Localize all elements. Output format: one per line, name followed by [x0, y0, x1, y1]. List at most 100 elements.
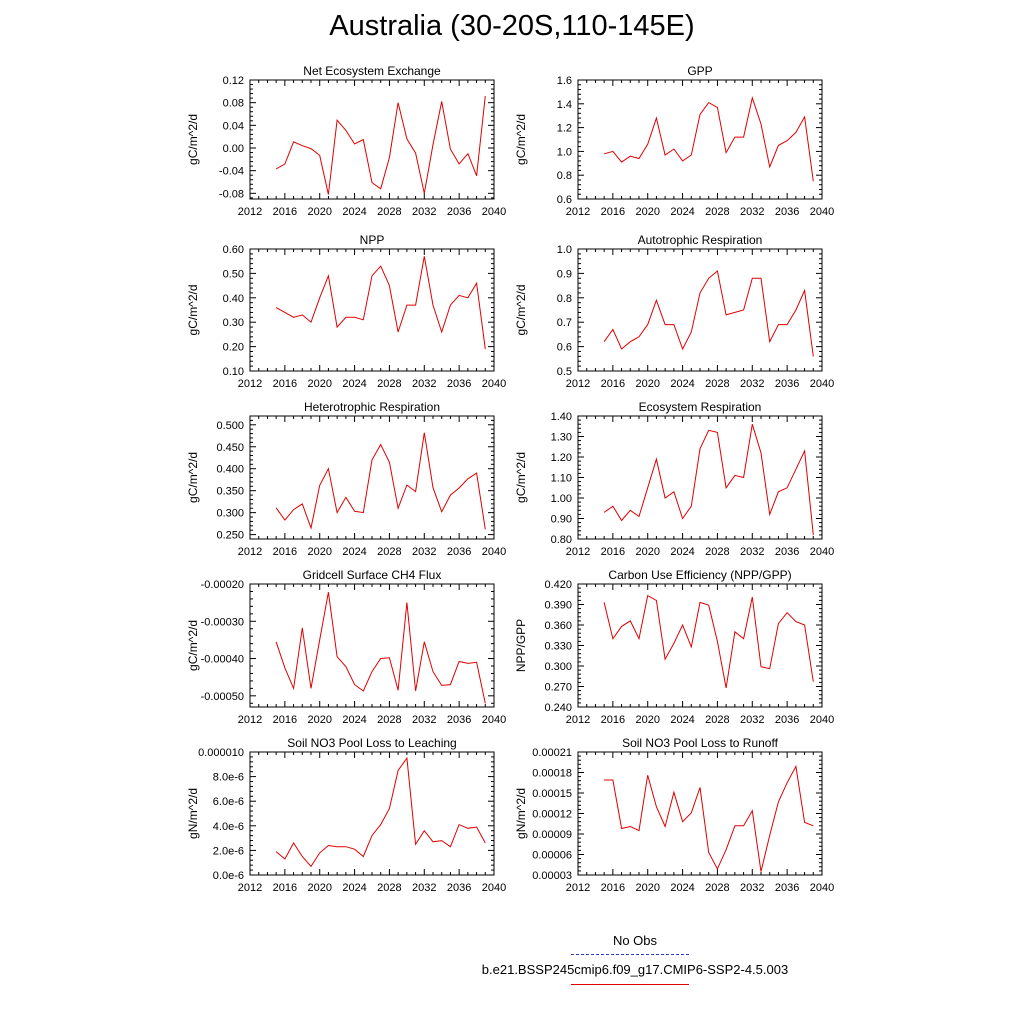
chart-5-ytick-label: 0.500 [216, 420, 244, 432]
chart-3-ytick-label: 0.40 [223, 293, 244, 305]
chart-6-ylabel: gC/m^2/d [514, 452, 528, 503]
chart-7-ytick-label: -0.00020 [201, 579, 244, 591]
chart-1-title: Net Ecosystem Exchange [303, 64, 441, 78]
chart-6-xtick-label: 2028 [705, 546, 729, 558]
chart-2-xtick-label: 2036 [775, 206, 799, 218]
chart-6-xtick-label: 2020 [635, 546, 659, 558]
chart-3-ylabel: gC/m^2/d [186, 285, 200, 336]
chart-2-title: GPP [687, 64, 712, 78]
chart-4-xtick-label: 2028 [705, 378, 729, 390]
chart-10-xtick-label: 2020 [635, 882, 659, 894]
chart-10-ytick-label: 0.00006 [532, 850, 572, 862]
chart-5-xtick-label: 2020 [307, 546, 331, 558]
chart-4-ytick-label: 0.8 [557, 293, 572, 305]
chart-5-xtick-label: 2016 [273, 546, 297, 558]
chart-4-ytick-label: 0.5 [557, 366, 572, 378]
chart-9-xtick-label: 2016 [273, 882, 297, 894]
chart-8-xtick-label: 2028 [705, 714, 729, 726]
chart-10: Soil NO3 Pool Loss to Runoff gN/m^2/d 2012… [514, 736, 834, 894]
chart-9-ytick-label: 0.000010 [198, 747, 244, 759]
chart-8-series-line [603, 594, 814, 688]
chart-3-xtick-label: 2032 [412, 378, 436, 390]
legend-label-no-obs: No Obs [612, 933, 658, 948]
chart-9-ylabel: gN/m^2/d [186, 788, 200, 839]
chart-9-ytick-label: 2.0e-6 [213, 845, 244, 857]
chart-2-xtick-label: 2040 [810, 206, 834, 218]
chart-5-xtick-label: 2024 [342, 546, 366, 558]
chart-1-ytick-label: -0.08 [219, 188, 244, 200]
chart-8-title: Carbon Use Efficiency (NPP/GPP) [608, 568, 791, 582]
chart-8-ytick-label: 0.270 [544, 682, 572, 694]
chart-10-ytick-label: 0.00012 [532, 809, 572, 821]
chart-4-xtick-label: 2040 [810, 378, 834, 390]
chart-10-frame [577, 751, 823, 876]
chart-3-ytick-label: 0.20 [223, 342, 244, 354]
chart-8-ytick-label: 0.360 [544, 620, 572, 632]
chart-10-ytick-label: 0.00015 [532, 788, 572, 800]
chart-8-ytick-label: 0.420 [544, 579, 572, 591]
chart-4: Autotrophic Respiration gC/m^2/d 2012 2016 2… [514, 233, 834, 390]
chart-5-xtick-label: 2036 [447, 546, 471, 558]
chart-10-ytick-label: 0.00018 [532, 768, 572, 780]
chart-5-ytick-label: 0.400 [216, 464, 244, 476]
chart-9-xtick-label: 2028 [377, 882, 401, 894]
chart-5-xtick-label: 2032 [412, 546, 436, 558]
chart-5-ytick-label: 0.350 [216, 486, 244, 498]
legend-line-model-run [571, 984, 689, 985]
chart-1-xtick-label: 2020 [307, 206, 331, 218]
chart-8: Carbon Use Efficiency (NPP/GPP) NPP/GPP 20… [514, 568, 834, 726]
chart-8-xtick-label: 2012 [566, 714, 590, 726]
chart-6-xtick-label: 2032 [740, 546, 764, 558]
chart-4-ytick-label: 1.0 [557, 244, 572, 256]
chart-1-xtick-label: 2012 [238, 206, 262, 218]
chart-1-ylabel: gC/m^2/d [186, 114, 200, 165]
chart-10-xtick-label: 2024 [670, 882, 694, 894]
chart-1-xtick-label: 2040 [482, 206, 506, 218]
chart-6-ytick-label: 1.30 [551, 432, 572, 444]
chart-9-ytick-label: 6.0e-6 [213, 796, 244, 808]
chart-5-ytick-label: 0.250 [216, 530, 244, 542]
chart-3: NPP gC/m^2/d 2012 2016 2020 2024 2028 2032 2036 2… [186, 233, 506, 390]
chart-9-xtick-label: 2032 [412, 882, 436, 894]
chart-8-ylabel: NPP/GPP [514, 619, 528, 672]
chart-3-xtick-label: 2040 [482, 378, 506, 390]
chart-6-title: Ecosystem Respiration [639, 400, 762, 414]
chart-10-xtick-label: 2040 [810, 882, 834, 894]
chart-1-ytick-label: 0.00 [223, 143, 244, 155]
chart-8-ytick-label: 0.240 [544, 702, 572, 714]
chart-7-xtick-label: 2032 [412, 714, 436, 726]
chart-6-ytick-label: 0.80 [551, 534, 572, 546]
chart-2-xtick-label: 2020 [635, 206, 659, 218]
chart-10-ylabel: gN/m^2/d [514, 788, 528, 839]
chart-2-xtick-label: 2032 [740, 206, 764, 218]
chart-6-ytick-label: 1.40 [551, 411, 572, 423]
chart-4-xtick-label: 2024 [670, 378, 694, 390]
chart-6-xtick-label: 2012 [566, 546, 590, 558]
chart-6-ytick-label: 1.10 [551, 473, 572, 485]
chart-1: Net Ecosystem Exchange gC/m^2/d 2012 2016 20… [186, 64, 506, 218]
chart-6-xtick-label: 2040 [810, 546, 834, 558]
chart-8-ytick-label: 0.390 [544, 600, 572, 612]
chart-8-xtick-label: 2024 [670, 714, 694, 726]
chart-9-ytick-label: 8.0e-6 [213, 772, 244, 784]
chart-9-xtick-label: 2024 [342, 882, 366, 894]
page-title: Australia (30-20S,110-145E) [329, 10, 695, 42]
chart-2-ytick-label: 1.0 [557, 146, 572, 158]
chart-2-frame [577, 79, 823, 200]
chart-4-xtick-label: 2036 [775, 378, 799, 390]
chart-1-xtick-label: 2032 [412, 206, 436, 218]
chart-4-title: Autotrophic Respiration [638, 233, 763, 247]
chart-2-ytick-label: 1.2 [557, 123, 572, 135]
chart-5-xtick-label: 2012 [238, 546, 262, 558]
chart-6: Ecosystem Respiration gC/m^2/d 2012 2016 202… [514, 400, 834, 558]
chart-7-xtick-label: 2012 [238, 714, 262, 726]
chart-3-xtick-label: 2020 [307, 378, 331, 390]
chart-7-xtick-label: 2024 [342, 714, 366, 726]
chart-10-ytick-label: 0.00021 [532, 747, 572, 759]
chart-6-ytick-label: 0.90 [551, 514, 572, 526]
chart-1-ytick-label: 0.08 [223, 98, 244, 110]
chart-4-ylabel: gC/m^2/d [514, 285, 528, 336]
chart-9: Soil NO3 Pool Loss to Leaching gN/m^2/d 20… [186, 736, 506, 894]
chart-5-ytick-label: 0.450 [216, 442, 244, 454]
